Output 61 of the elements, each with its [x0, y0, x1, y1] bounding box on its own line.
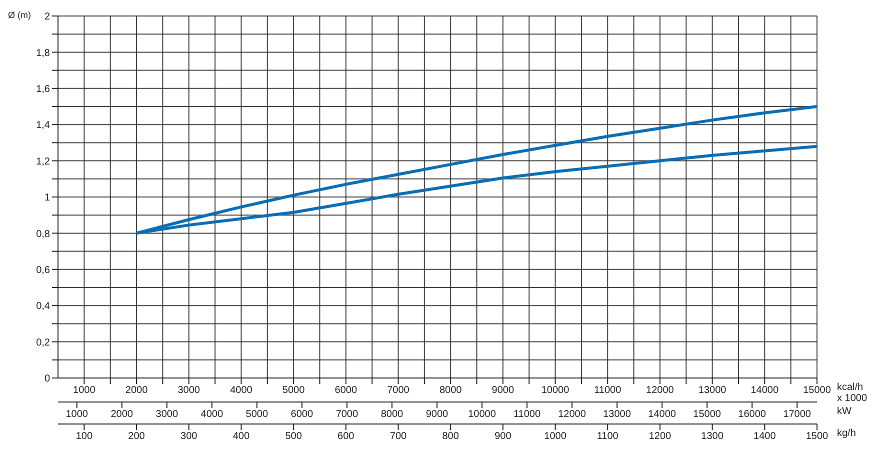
x-tick-label: 9000 — [492, 385, 514, 396]
x2-tick-label: 14000 — [648, 409, 676, 420]
y-tick-label: 0,2 — [36, 337, 50, 348]
text: 900 — [494, 431, 512, 442]
y-tick-label: 0,6 — [36, 264, 50, 276]
x2-tick-label: 13000 — [603, 409, 632, 420]
y-axis-title: Ø (m) — [8, 10, 31, 20]
text: 1000 — [544, 431, 567, 442]
y-tick-label: 1,8 — [36, 48, 50, 59]
text: 1200 — [648, 431, 672, 442]
x-tick-label: 7000 — [387, 385, 410, 396]
y-tick-label: 0,8 — [36, 228, 50, 240]
x-tick-label: 15000 — [803, 385, 832, 396]
x2-tick-label: 4000 — [200, 409, 224, 420]
x2-tick-label: 8000 — [380, 409, 404, 420]
x-tick-label: 3000 — [178, 385, 200, 396]
x2-tick-label: 10000 — [468, 409, 496, 420]
y-tick-label: 2 — [44, 12, 50, 23]
x2-tick-label: 15000 — [693, 409, 722, 420]
x2-tick-label: 16000 — [738, 409, 766, 420]
text: kg/h — [837, 428, 856, 439]
x-tick-label: 10000 — [541, 385, 570, 396]
x-tick-label: 8000 — [439, 385, 462, 396]
x-tick-label: 14000 — [750, 385, 779, 396]
text: 1300 — [701, 431, 724, 442]
y-tick-label: 1,4 — [36, 120, 50, 132]
text: 500 — [285, 431, 302, 442]
x2-tick-label: 7000 — [336, 409, 359, 420]
x2-tick-label: 6000 — [290, 409, 314, 420]
text: 200 — [128, 431, 146, 442]
y-tick-label: 1,2 — [36, 156, 50, 168]
x-tick-label: 5000 — [282, 385, 306, 396]
x-tick-label: 12000 — [646, 385, 674, 396]
x-tick-label: 11000 — [594, 385, 622, 396]
x-tick-label: 4000 — [230, 385, 253, 396]
x-tick-label: 6000 — [334, 385, 358, 396]
text: 400 — [232, 431, 250, 442]
x-tick-label: 1000 — [73, 385, 96, 396]
text: 300 — [180, 431, 198, 442]
x2-tick-label: 1000 — [66, 409, 88, 420]
x-tick-label: 13000 — [698, 385, 727, 396]
text: 1500 — [806, 431, 829, 442]
x2-tick-label: 12000 — [558, 409, 586, 420]
text: 100 — [76, 431, 93, 442]
x2-axis-title: kW — [837, 406, 852, 417]
text: 800 — [442, 431, 460, 442]
x2-tick-label: 11000 — [513, 409, 541, 420]
x2-tick-label: 9000 — [426, 409, 449, 420]
y-tick-label: 0,4 — [36, 301, 50, 312]
text: 700 — [390, 431, 408, 442]
x2-tick-label: 5000 — [246, 409, 268, 420]
y-tick-label: 1 — [44, 192, 50, 204]
x2-tick-label: 3000 — [156, 409, 178, 420]
x2-tick-label: 17000 — [783, 409, 812, 420]
x-tick-label: 2000 — [125, 385, 148, 396]
text: 1100 — [596, 431, 619, 442]
text: 600 — [338, 431, 355, 442]
y-tick-label: 0 — [44, 374, 50, 385]
x2-tick-label: 2000 — [110, 409, 134, 420]
y-tick-label: 1,6 — [36, 84, 50, 95]
text: 1400 — [754, 431, 776, 442]
